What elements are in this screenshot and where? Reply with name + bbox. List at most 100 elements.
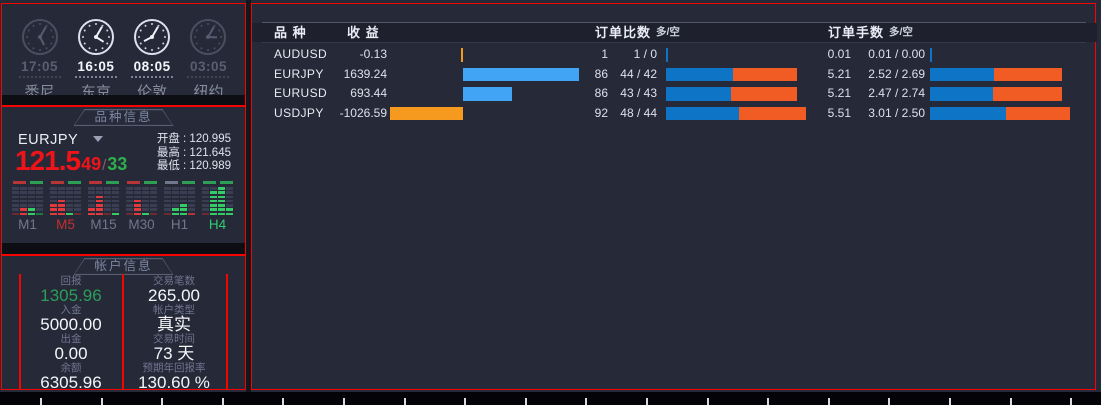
clock-tick: [151, 49, 154, 51]
meter-row: [86, 199, 121, 203]
ruler-tick: [949, 398, 951, 405]
profit-cell: 693.44: [350, 86, 387, 100]
col-lots-subheader: 多/空: [889, 26, 913, 38]
ruler-tick: [888, 398, 891, 405]
clock-center-dot: [150, 35, 155, 39]
orders-count-cell: 86: [594, 86, 608, 100]
clock-tick: [31, 46, 35, 50]
lots-cell: 5.21: [827, 86, 851, 100]
clock-tick: [81, 36, 84, 38]
clock-tick: [87, 46, 91, 50]
account-info-tab[interactable]: 帐户信息: [74, 258, 174, 275]
meter-row: [200, 199, 235, 203]
ruler-tick: [221, 398, 224, 405]
bid-pips: 49: [81, 154, 102, 174]
profit-cell: -1026.59: [339, 105, 387, 120]
profit-bar: [390, 106, 463, 120]
account-stat: 预期年回报率 130.60 %: [122, 363, 226, 392]
account-stat: 帐户类型 真实: [122, 305, 226, 334]
timeframe-label-m5[interactable]: M5: [56, 217, 75, 233]
meter-row: [48, 199, 83, 203]
lots-ratio-cell: 3.01 / 2.50: [868, 105, 925, 120]
meter-top-dashes: [48, 181, 83, 184]
header-top-border: [262, 22, 1086, 23]
clock-tick: [220, 36, 223, 38]
world-clock-2: 08:05 伦敦: [125, 19, 180, 101]
ruler-tick: [100, 398, 103, 405]
timeframe-label-h1[interactable]: H1: [170, 217, 189, 233]
orders-count-cell: 86: [594, 66, 608, 81]
meter-top-dashes: [10, 181, 45, 184]
lots-cell: 0.01: [827, 47, 851, 61]
chevron-down-icon[interactable]: [93, 136, 104, 142]
orders-ratio-cell: 48 / 44: [620, 105, 657, 120]
timeframe-meters: M1 M5 M15 M30 H1 H4: [10, 181, 235, 232]
clock-tick: [139, 29, 143, 32]
clock-tick: [139, 42, 143, 45]
symbol-select[interactable]: EURJPY: [18, 132, 104, 148]
timeframe-label-m1[interactable]: M1: [18, 217, 37, 233]
col-lots-header: 订单手数: [828, 25, 885, 40]
lots-ratio-cell: 0.01 / 0.00: [868, 47, 925, 61]
timeframe-meter-h4: H4: [200, 181, 235, 232]
col-profit-header: 收 益: [347, 25, 380, 40]
stat-label: 交易笔数: [153, 275, 195, 287]
meter-row: [124, 191, 159, 194]
stat-value: 265.00: [148, 286, 200, 305]
account-stats-left: 回报 1305.96 入金 5000.00 出金 0.00 余额 6305.96: [20, 276, 122, 392]
sidebar: 17:05 悉尼 16:05 东京 08:05 伦敦 03:05 纽约 品种信息 EURJPY…: [1, 3, 246, 392]
account-stat: 交易笔数 265.00: [122, 276, 226, 305]
clock-tick: [26, 42, 30, 45]
timeframe-label-m30[interactable]: M30: [128, 217, 155, 233]
stat-value: 0.00: [54, 344, 88, 363]
clock-tick: [195, 29, 199, 32]
meter-top-dashes: [124, 181, 159, 184]
stat-label: 余额: [60, 362, 82, 374]
bid-price: 121.5: [15, 145, 81, 176]
orders-split-bar-long: [666, 48, 668, 62]
orders-panel: 品 种 收 益 订单比数 多/空 订单手数 多/空 AUDUSD -0.13 1 1 …: [251, 3, 1097, 390]
meter-row: [48, 212, 83, 216]
meter-row: [200, 187, 235, 190]
ruler-tick: [827, 398, 830, 405]
clock-center-dot: [93, 35, 98, 39]
clock-tick: [49, 42, 53, 45]
world-clock-0: 17:05 悉尼: [12, 19, 67, 101]
clock-tick: [83, 29, 86, 32]
meter-top-dashes: [200, 181, 235, 184]
meter-row: [124, 204, 159, 207]
table-header: 品 种 收 益 订单比数 多/空 订单手数 多/空: [252, 23, 1097, 42]
stat-label: 交易时间: [153, 333, 195, 345]
clock-tick: [105, 29, 109, 32]
meter-row: [162, 199, 197, 203]
table-row-eurusd[interactable]: EURUSD 693.44 86 43 / 43 5.21 2.47 / 2.74: [252, 84, 1097, 104]
stat-value: 1305.96: [40, 286, 102, 305]
meter-row: [48, 208, 83, 211]
price-quote: 121.5 49 / 33: [15, 145, 127, 177]
table-row-eurjpy[interactable]: EURJPY 1639.24 86 44 / 42 5.21 2.52 / 2.69: [252, 65, 1097, 85]
meter-row: [162, 212, 197, 216]
clock-tick: [200, 24, 204, 28]
account-stat: 出金 0.00: [20, 334, 122, 363]
lots-split-bar-long: [930, 67, 994, 81]
meter-row: [86, 191, 121, 194]
meter-row: [200, 204, 235, 207]
timeframe-label-m15[interactable]: M15: [90, 217, 117, 233]
table-row-usdjpy[interactable]: USDJPY -1026.59 92 48 / 44 5.51 3.01 / 2.50: [252, 104, 1097, 124]
account-stats-right: 交易笔数 265.00 帐户类型 真实 交易时间 73 天预期年回报率 130.60 %: [122, 276, 226, 392]
profit-cell: 1639.24: [343, 66, 387, 81]
stat-value: 5000.00: [40, 315, 102, 334]
ruler-tick: [585, 398, 588, 405]
meter-row: [162, 187, 197, 190]
symbol-info-tab[interactable]: 品种信息: [74, 109, 174, 126]
lots-ratio-cell: 2.47 / 2.74: [868, 86, 925, 100]
clock-tick: [94, 23, 97, 25]
meter-row: [86, 204, 121, 207]
ask-pips: 33: [107, 154, 128, 174]
stat-label: 帐户类型: [153, 304, 195, 316]
table-row-audusd[interactable]: AUDUSD -0.13 1 1 / 0 0.01 0.01 / 0.00: [252, 45, 1097, 65]
orders-split-bar-long: [666, 87, 732, 101]
timeframe-label-h4[interactable]: H4: [208, 217, 227, 233]
symbol-cell: EURJPY: [274, 66, 324, 81]
